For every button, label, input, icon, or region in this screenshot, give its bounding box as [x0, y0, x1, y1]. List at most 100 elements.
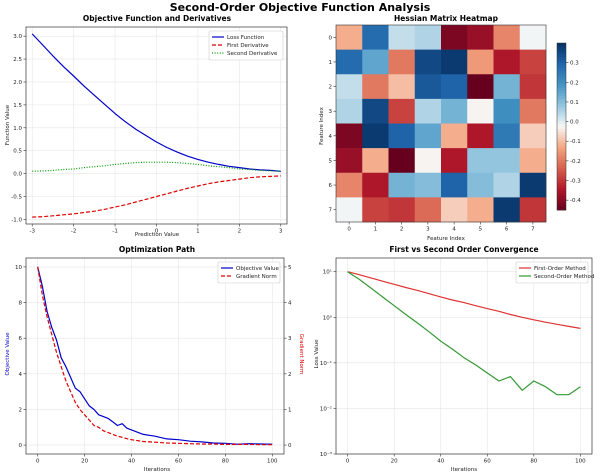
x-tick-label: 7 [531, 227, 535, 233]
heatmap-cell [467, 98, 494, 124]
heatmap-cell [441, 197, 468, 223]
heatmap-cell [441, 172, 468, 198]
heatmap-cell [336, 74, 363, 100]
heatmap-cell [362, 148, 389, 174]
heatmap-cell [467, 172, 494, 198]
colorbar-segment [557, 81, 566, 86]
heatmap-cell [441, 49, 468, 75]
colorbar-segment [557, 187, 566, 191]
colorbar-segment [557, 143, 566, 147]
heatmap-cell [336, 148, 363, 174]
heatmap-cell [362, 49, 389, 75]
x-tick-label: 2 [238, 229, 242, 235]
plot-area [26, 258, 284, 454]
colorbar-segment [557, 168, 566, 172]
colorbar-segment [557, 201, 566, 205]
colorbar-segment [557, 171, 566, 175]
y-tick-label: 10¹ [323, 269, 332, 276]
colorbar-segment [557, 54, 566, 58]
colorbar-segment [557, 148, 566, 152]
series-line-1 [32, 175, 281, 218]
heatmap-cell [336, 49, 363, 75]
y2-tick-label: 0 [288, 443, 292, 449]
colorbar-tick-label: 0.0 [570, 120, 579, 126]
x-tick-label: 40 [128, 459, 135, 465]
colorbar-segment [557, 95, 566, 100]
panel-title: First vs Second Order Convergence [389, 245, 538, 254]
legend-label: Gradient Norm [236, 274, 277, 280]
panel-hessian-heatmap: Hessian Matrix Heatmap Feature Index Fea… [319, 14, 581, 242]
colorbar-segment [557, 73, 566, 77]
colorbar-segment [557, 90, 566, 94]
heatmap-cell [493, 74, 521, 100]
heatmap-cell [414, 172, 442, 198]
heatmap-cell [441, 123, 468, 149]
panel-title: Hessian Matrix Heatmap [394, 14, 499, 23]
colorbar-segment [557, 157, 566, 161]
y-tick-label: 4 [19, 372, 23, 378]
heatmap-cell [441, 148, 468, 174]
y-tick-label: 1.0 [13, 126, 22, 132]
colorbar-segment [557, 207, 566, 211]
y-tick-label: 2 [329, 85, 333, 91]
colorbar-segment [557, 173, 566, 177]
x-tick-label: 0 [347, 227, 351, 233]
colorbar-segment [557, 137, 566, 141]
x-tick-label: 0 [36, 459, 40, 465]
y-tick-label: 1 [329, 60, 333, 66]
heatmap-cell [493, 148, 521, 174]
heatmap-cell [336, 123, 363, 149]
x-tick-label: -1 [112, 229, 117, 235]
colorbar-segment [557, 190, 566, 194]
legend-label: Objective Value [236, 266, 280, 272]
colorbar-segment [557, 165, 566, 169]
colorbar-segment [557, 84, 566, 88]
y-tick-label: 7 [329, 208, 333, 214]
legend-label: Second Derivative [227, 51, 278, 57]
x-tick-label: 4 [452, 227, 456, 233]
heatmap-cell [414, 98, 442, 124]
heatmap-cell [519, 123, 547, 149]
colorbar-segment [557, 45, 566, 49]
heatmap-cell [493, 197, 521, 223]
colorbar-segment [557, 179, 566, 183]
colorbar-segment [557, 198, 566, 203]
colorbar-segment [557, 79, 566, 83]
y-axis-label: Loss Value [314, 339, 320, 369]
heatmap-cell [414, 148, 442, 174]
heatmap-cell [493, 123, 521, 149]
plot-area [336, 258, 592, 454]
x-axis-label: Iterations [144, 467, 170, 473]
x-tick-label: 0 [346, 459, 350, 465]
heatmap-cell [493, 49, 521, 75]
x-tick-label: 3 [279, 229, 283, 235]
colorbar-segment [557, 132, 566, 136]
colorbar-segment [557, 184, 566, 189]
x-tick-label: 60 [175, 459, 182, 465]
series-line-1 [347, 271, 581, 396]
y-tick-label: 0.0 [13, 172, 22, 178]
heatmap-cell [441, 74, 468, 100]
heatmap-cell [467, 74, 494, 100]
y-tick-label: 2.5 [13, 57, 22, 63]
x-tick-label: 100 [267, 459, 278, 465]
y-tick-label: 6 [19, 336, 23, 342]
legend-label: Second-Order Method [534, 274, 594, 280]
heatmap-cell [362, 172, 389, 198]
heatmap-cell [467, 197, 494, 223]
x-tick-label: 1 [196, 229, 200, 235]
y2-tick-label: 4 [288, 301, 292, 307]
colorbar-segment [557, 204, 566, 208]
heatmap-cell [388, 74, 416, 100]
colorbar-segment [557, 140, 566, 144]
heatmap-cell [414, 49, 442, 75]
x-tick-label: 40 [437, 459, 444, 465]
x-tick-label: 1 [374, 227, 378, 233]
heatmap-cell [362, 98, 389, 124]
heatmap-cell [414, 197, 442, 223]
colorbar-tick-label: -0.3 [570, 179, 581, 185]
x-tick-label: 80 [530, 459, 537, 465]
colorbar-tick-label: -0.4 [570, 198, 581, 204]
heatmap-cell [519, 74, 547, 100]
heatmap-cell [467, 25, 494, 50]
